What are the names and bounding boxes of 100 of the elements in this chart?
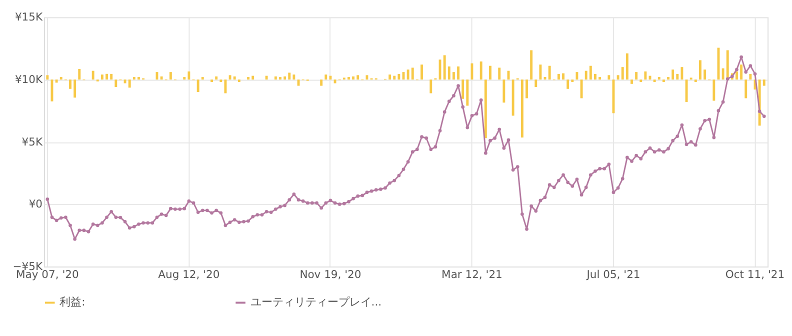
- x-tick-label: Nov 19, '20: [300, 268, 362, 281]
- bar: [480, 61, 482, 80]
- bar: [662, 80, 665, 82]
- bar: [288, 72, 291, 80]
- bar: [466, 80, 469, 106]
- bar: [169, 72, 172, 80]
- bar: [457, 66, 460, 80]
- bar: [279, 77, 282, 80]
- bar: [69, 80, 72, 89]
- bar: [252, 76, 254, 80]
- x-tick-label: Oct 11, '21: [725, 268, 785, 281]
- bar: [320, 80, 323, 86]
- y-tick-label: ¥10K: [14, 72, 44, 86]
- bar: [722, 68, 724, 80]
- bar: [621, 67, 624, 80]
- bar: [744, 80, 748, 98]
- bar: [598, 77, 602, 80]
- bar: [704, 70, 706, 80]
- bar: [526, 80, 528, 98]
- bar: [388, 74, 392, 80]
- bar: [462, 80, 464, 99]
- bar: [430, 80, 432, 94]
- bar: [420, 64, 423, 80]
- bar: [672, 70, 674, 80]
- bar: [699, 60, 702, 80]
- bar: [220, 80, 222, 82]
- bar: [667, 77, 670, 80]
- bar: [92, 70, 94, 80]
- bar: [74, 80, 76, 98]
- bar: [580, 80, 583, 98]
- bar: [238, 80, 240, 82]
- bar: [608, 75, 610, 80]
- bar: [356, 75, 360, 80]
- x-tick-label: Jul 05, '21: [586, 268, 640, 281]
- bar: [347, 77, 350, 80]
- bar: [539, 64, 542, 80]
- bar: [534, 80, 538, 88]
- bar: [594, 74, 596, 80]
- bar: [571, 80, 574, 82]
- bar: [124, 80, 126, 84]
- bar: [78, 68, 81, 80]
- bar: [566, 80, 570, 89]
- bar: [676, 74, 679, 80]
- bar: [712, 80, 716, 101]
- bar: [352, 76, 354, 80]
- x-tick-label: Aug 12, '20: [158, 268, 220, 281]
- y-tick-label: ¥5K: [22, 135, 44, 148]
- bar: [60, 77, 62, 80]
- bar: [196, 80, 200, 92]
- bar: [46, 75, 49, 80]
- bar: [489, 66, 492, 80]
- bar: [630, 80, 633, 84]
- bar: [132, 77, 136, 80]
- bar: [398, 74, 400, 80]
- bar: [215, 76, 218, 80]
- bar: [233, 76, 236, 80]
- bar: [548, 66, 551, 80]
- bar: [188, 71, 190, 80]
- bar: [658, 77, 660, 80]
- bar: [106, 74, 108, 80]
- x-tick-label: Mar 12, '21: [442, 268, 502, 281]
- bar: [160, 76, 163, 80]
- bar: [762, 80, 766, 86]
- bar: [644, 71, 647, 80]
- bar: [265, 76, 268, 80]
- bar: [740, 64, 743, 80]
- bar: [448, 66, 450, 80]
- bar: [502, 80, 506, 103]
- bar: [635, 72, 638, 80]
- bar: [749, 74, 752, 80]
- bar: [324, 74, 328, 80]
- bar: [694, 80, 697, 82]
- bar: [224, 80, 227, 94]
- bar: [470, 63, 474, 80]
- bar: [329, 76, 332, 80]
- bar: [616, 75, 620, 80]
- bar: [680, 67, 684, 80]
- bar: [138, 77, 140, 80]
- legend-label: ユーティリティープレイ...: [250, 296, 382, 309]
- bar: [100, 74, 104, 80]
- bar: [406, 70, 410, 80]
- bar: [653, 80, 656, 82]
- bar: [626, 53, 628, 80]
- legend-label: 利益:: [60, 296, 86, 309]
- bar: [292, 74, 296, 80]
- bar: [284, 76, 286, 80]
- bar: [557, 74, 560, 80]
- bar: [247, 77, 250, 80]
- bar: [498, 68, 501, 80]
- y-tick-label: ¥15K: [14, 10, 44, 24]
- bar: [201, 77, 204, 80]
- bar: [530, 50, 533, 80]
- bar: [128, 80, 131, 88]
- bar: [183, 77, 186, 80]
- bar: [520, 80, 524, 138]
- bar: [411, 68, 414, 80]
- bar: [274, 76, 277, 80]
- bar: [512, 80, 514, 116]
- bar: [562, 73, 564, 80]
- bar: [576, 72, 578, 80]
